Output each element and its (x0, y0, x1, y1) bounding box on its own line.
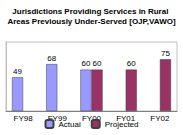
svg-text:FY02: FY02 (150, 114, 170, 123)
svg-text:75: 75 (161, 49, 170, 58)
svg-text:Areas Previously Under-Served: Areas Previously Under-Served [OJP,VAWO] (7, 17, 176, 26)
svg-text:68: 68 (47, 54, 56, 63)
svg-text:60: 60 (81, 59, 90, 68)
svg-text:60: 60 (93, 59, 102, 68)
svg-text:Actual: Actual (58, 120, 80, 129)
svg-text:60: 60 (127, 59, 136, 68)
svg-text:FY99: FY99 (47, 113, 67, 123)
svg-text:FY98: FY98 (14, 114, 34, 123)
svg-text:FY00: FY00 (81, 113, 102, 123)
svg-text:Jurisdictions Providing Servic: Jurisdictions Providing Services in Rura… (12, 7, 170, 16)
svg-text:Projected: Projected (105, 120, 139, 129)
svg-text:FY01: FY01 (116, 113, 136, 123)
svg-text:49: 49 (13, 67, 22, 76)
